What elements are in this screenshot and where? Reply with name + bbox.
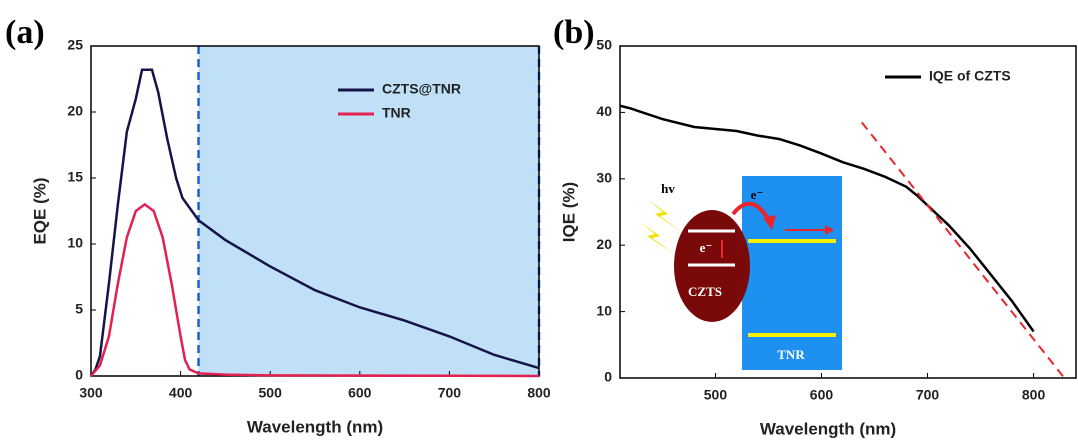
- panel-label: (b): [553, 14, 595, 51]
- y-tick-label: 25: [67, 37, 83, 53]
- inset-label: TNR: [777, 347, 805, 362]
- shaded-region: [199, 46, 539, 376]
- x-axis-label: Wavelength (nm): [760, 419, 896, 438]
- x-tick-label: 600: [810, 387, 834, 403]
- x-tick-label: 700: [438, 385, 462, 401]
- y-tick-label: 15: [67, 169, 83, 185]
- y-tick-label: 0: [75, 367, 83, 383]
- plot-frame: [620, 46, 1076, 378]
- y-tick-label: 5: [75, 301, 83, 317]
- x-tick-label: 800: [527, 385, 551, 401]
- y-tick-label: 30: [596, 170, 612, 186]
- y-tick-label: 20: [596, 236, 612, 252]
- x-tick-label: 500: [704, 387, 728, 403]
- y-tick-label: 10: [67, 235, 83, 251]
- inset-label: hv: [661, 181, 675, 196]
- y-tick-label: 50: [596, 37, 612, 53]
- inset-label: CZTS: [688, 284, 722, 299]
- legend-label: TNR: [382, 105, 411, 121]
- inset-diagram: hv e⁻ e⁻ CZTS TNR: [640, 176, 842, 370]
- x-axis-label: Wavelength (nm): [247, 417, 383, 436]
- y-tick-label: 40: [596, 103, 612, 119]
- x-tick-label: 600: [348, 385, 372, 401]
- y-tick-label: 10: [596, 302, 612, 318]
- y-tick-label: 0: [604, 369, 612, 385]
- x-tick-label: 400: [169, 385, 193, 401]
- x-tick-label: 500: [259, 385, 283, 401]
- x-tick-label: 300: [79, 385, 103, 401]
- light-bolt: [648, 200, 682, 232]
- panel-label: (a): [5, 14, 45, 51]
- y-tick-label: 20: [67, 103, 83, 119]
- light-bolt: [640, 222, 674, 254]
- y-axis-label: IQE (%): [559, 182, 578, 242]
- panel: 300 400 500 600 700 800 0 5 10 15 20 25 Wavelength (…: [5, 14, 551, 437]
- legend-label: IQE of CZTS: [929, 68, 1011, 84]
- inset-label: e⁻: [751, 187, 764, 202]
- fit-line: [862, 122, 1065, 378]
- y-axis-label: EQE (%): [30, 177, 49, 244]
- figure: 3004005006007008000510152025Wavelength (…: [0, 0, 1078, 440]
- inset-label: e⁻: [700, 240, 713, 255]
- x-tick-label: 700: [916, 387, 940, 403]
- x-tick-label: 800: [1022, 387, 1046, 403]
- legend-label: CZTS@TNR: [382, 81, 461, 97]
